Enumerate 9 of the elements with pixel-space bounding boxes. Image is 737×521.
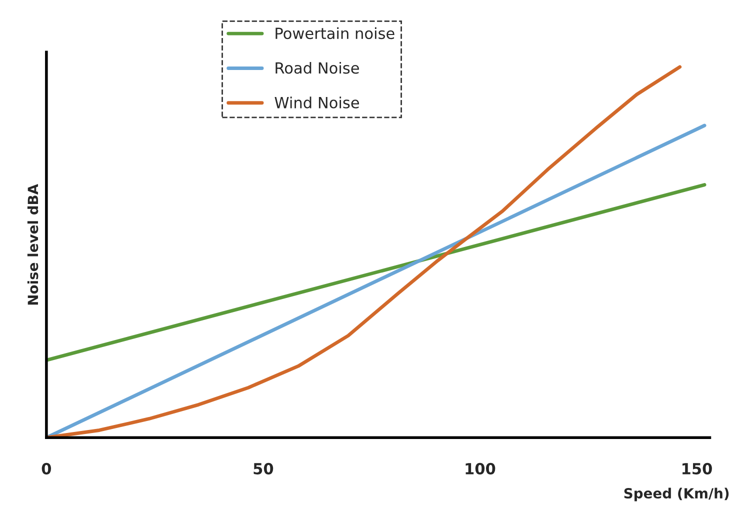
x-tick-label: 0: [42, 462, 52, 474]
y-axis-title: Noise level dBA: [27, 184, 38, 305]
legend-label: Road Noise: [276, 62, 359, 74]
x-tick-label: 50: [254, 462, 274, 474]
legend-label: Wind Noise: [274, 96, 360, 108]
x-tick-label: 150: [682, 462, 712, 474]
x-tick-label: 100: [466, 462, 496, 474]
legend-label: Powertain noise: [276, 27, 394, 40]
x-axis-title: Speed (Km/h): [624, 488, 729, 502]
